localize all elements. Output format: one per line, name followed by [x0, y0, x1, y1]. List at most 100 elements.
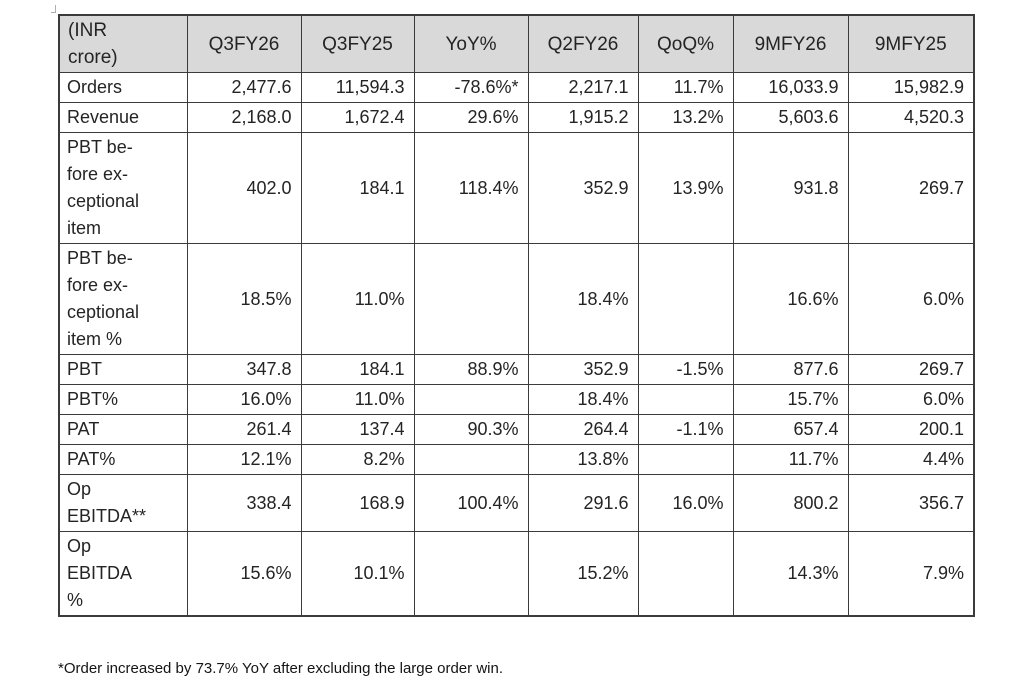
- value-cell: 29.6%: [413, 102, 529, 133]
- financials-table: (INR crore) Q3FY26 Q3FY25 YoY% Q2FY26 QoQ% 9MF…: [58, 14, 975, 617]
- value-cell: 11.0%: [300, 384, 415, 415]
- value-cell: 184.1: [300, 354, 415, 385]
- value-cell: [637, 384, 734, 415]
- value-cell: 264.4: [527, 414, 639, 445]
- value-cell: 13.2%: [637, 102, 734, 133]
- row-label: PBT be- fore ex- ceptional item %: [58, 243, 188, 355]
- value-cell: 13.8%: [527, 444, 639, 475]
- table-row: Revenue 2,168.0 1,672.4 29.6% 1,915.2 13.2% 5,…: [58, 102, 975, 133]
- corner-artifact: [51, 5, 56, 13]
- header-cell: 9MFY26: [732, 14, 849, 73]
- value-cell: 269.7: [847, 132, 975, 244]
- value-cell: 15.2%: [527, 531, 639, 617]
- financials-table-container: (INR crore) Q3FY26 Q3FY25 YoY% Q2FY26 QoQ% 9MF…: [58, 14, 975, 617]
- table-row: Orders 2,477.6 11,594.3 -78.6%* 2,217.1 11.7%…: [58, 72, 975, 103]
- value-cell: 2,477.6: [186, 72, 302, 103]
- value-cell: 11.7%: [732, 444, 849, 475]
- header-cell: 9MFY25: [847, 14, 975, 73]
- value-cell: 11,594.3: [300, 72, 415, 103]
- value-cell: 118.4%: [413, 132, 529, 244]
- value-cell: 8.2%: [300, 444, 415, 475]
- value-cell: [413, 531, 529, 617]
- value-cell: 347.8: [186, 354, 302, 385]
- header-cell: QoQ%: [637, 14, 734, 73]
- value-cell: 11.0%: [300, 243, 415, 355]
- value-cell: 16.0%: [637, 474, 734, 532]
- row-label: Op EBITDA %: [58, 531, 188, 617]
- value-cell: 184.1: [300, 132, 415, 244]
- value-cell: 18.4%: [527, 384, 639, 415]
- footnote: *Order increased by 73.7% YoY after excl…: [58, 660, 503, 677]
- value-cell: 14.3%: [732, 531, 849, 617]
- value-cell: 16.6%: [732, 243, 849, 355]
- table-row: Op EBITDA** 338.4 168.9 100.4% 291.6 16.0% 800…: [58, 474, 975, 532]
- table-row: PAT 261.4 137.4 90.3% 264.4 -1.1% 657.4 200.1: [58, 414, 975, 445]
- row-label: Orders: [58, 72, 188, 103]
- value-cell: 16,033.9: [732, 72, 849, 103]
- value-cell: 269.7: [847, 354, 975, 385]
- row-label: PAT%: [58, 444, 188, 475]
- value-cell: 15,982.9: [847, 72, 975, 103]
- value-cell: 800.2: [732, 474, 849, 532]
- value-cell: 402.0: [186, 132, 302, 244]
- value-cell: 15.7%: [732, 384, 849, 415]
- value-cell: 291.6: [527, 474, 639, 532]
- value-cell: 356.7: [847, 474, 975, 532]
- value-cell: 11.7%: [637, 72, 734, 103]
- value-cell: 6.0%: [847, 384, 975, 415]
- value-cell: 200.1: [847, 414, 975, 445]
- value-cell: 6.0%: [847, 243, 975, 355]
- table-row: Op EBITDA % 15.6% 10.1% 15.2% 14.3% 7.9%: [58, 531, 975, 617]
- row-label: PBT: [58, 354, 188, 385]
- value-cell: 5,603.6: [732, 102, 849, 133]
- value-cell: 877.6: [732, 354, 849, 385]
- value-cell: 18.5%: [186, 243, 302, 355]
- value-cell: -1.5%: [637, 354, 734, 385]
- table-header: (INR crore) Q3FY26 Q3FY25 YoY% Q2FY26 QoQ% 9MF…: [58, 14, 975, 73]
- value-cell: 2,217.1: [527, 72, 639, 103]
- value-cell: 137.4: [300, 414, 415, 445]
- value-cell: 338.4: [186, 474, 302, 532]
- table-body: Orders 2,477.6 11,594.3 -78.6%* 2,217.1 11.7%…: [58, 72, 975, 617]
- value-cell: -78.6%*: [413, 72, 529, 103]
- table-row: PAT% 12.1% 8.2% 13.8% 11.7% 4.4%: [58, 444, 975, 475]
- header-cell: YoY%: [413, 14, 529, 73]
- value-cell: 100.4%: [413, 474, 529, 532]
- value-cell: 168.9: [300, 474, 415, 532]
- value-cell: 7.9%: [847, 531, 975, 617]
- value-cell: 4.4%: [847, 444, 975, 475]
- value-cell: 352.9: [527, 132, 639, 244]
- row-label: Revenue: [58, 102, 188, 133]
- value-cell: 657.4: [732, 414, 849, 445]
- value-cell: 352.9: [527, 354, 639, 385]
- value-cell: 88.9%: [413, 354, 529, 385]
- value-cell: 18.4%: [527, 243, 639, 355]
- value-cell: [413, 243, 529, 355]
- value-cell: 12.1%: [186, 444, 302, 475]
- header-cell: Q3FY25: [300, 14, 415, 73]
- row-label: PBT%: [58, 384, 188, 415]
- row-label: PBT be- fore ex- ceptional item: [58, 132, 188, 244]
- value-cell: 13.9%: [637, 132, 734, 244]
- table-row: PBT be- fore ex- ceptional item 402.0 184.…: [58, 132, 975, 244]
- table-row: PBT be- fore ex- ceptional item % 18.5% 11…: [58, 243, 975, 355]
- value-cell: 261.4: [186, 414, 302, 445]
- value-cell: 931.8: [732, 132, 849, 244]
- header-cell: Q3FY26: [186, 14, 302, 73]
- value-cell: [637, 531, 734, 617]
- value-cell: 10.1%: [300, 531, 415, 617]
- value-cell: -1.1%: [637, 414, 734, 445]
- value-cell: 1,672.4: [300, 102, 415, 133]
- value-cell: 2,168.0: [186, 102, 302, 133]
- value-cell: 15.6%: [186, 531, 302, 617]
- header-cell: Q2FY26: [527, 14, 639, 73]
- value-cell: [637, 243, 734, 355]
- row-label: PAT: [58, 414, 188, 445]
- value-cell: [413, 444, 529, 475]
- value-cell: 16.0%: [186, 384, 302, 415]
- table-row: PBT% 16.0% 11.0% 18.4% 15.7% 6.0%: [58, 384, 975, 415]
- value-cell: [637, 444, 734, 475]
- table-row: PBT 347.8 184.1 88.9% 352.9 -1.5% 877.6 269.7: [58, 354, 975, 385]
- header-cell-label: (INR crore): [58, 14, 188, 73]
- value-cell: 4,520.3: [847, 102, 975, 133]
